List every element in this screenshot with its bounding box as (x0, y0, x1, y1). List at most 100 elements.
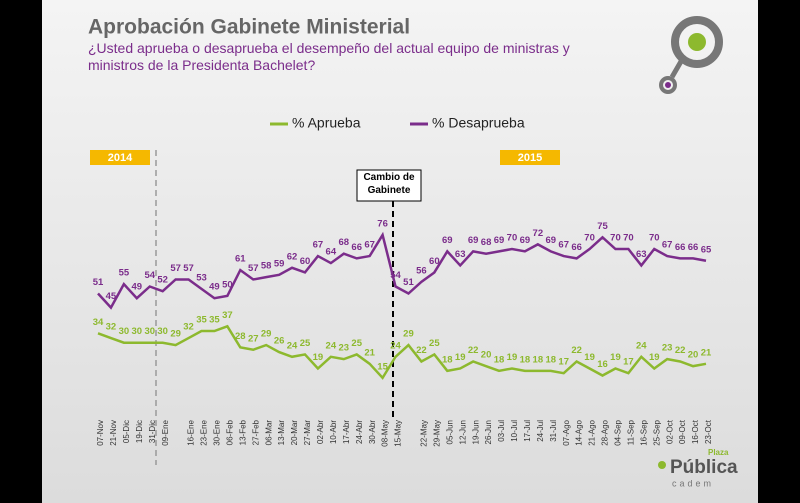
data-label: 23 (338, 343, 349, 354)
data-label: 19 (507, 352, 518, 363)
x-tick-label: 11-Sep (626, 419, 635, 445)
data-label: 70 (584, 233, 595, 244)
logo-dot (688, 33, 706, 51)
data-label: 18 (545, 354, 556, 365)
x-tick-label: 08-May (381, 420, 390, 447)
x-tick-label: 30-Ene (213, 419, 222, 445)
data-label: 57 (248, 263, 259, 274)
data-label: 67 (313, 240, 324, 251)
x-tick-label: 04-Sep (614, 419, 623, 445)
data-label: 19 (649, 352, 660, 363)
data-label: 60 (429, 256, 440, 267)
x-tick-label: 23-Oct (704, 419, 713, 444)
data-label: 69 (468, 235, 479, 246)
data-label: 30 (119, 326, 130, 337)
logo-top: Plaza (708, 448, 729, 457)
data-label: 29 (261, 329, 272, 340)
data-label: 68 (338, 237, 349, 248)
data-label: 59 (274, 258, 285, 269)
data-label: 32 (106, 322, 117, 333)
x-tick-label: 13-Mar (277, 420, 286, 446)
data-label: 18 (533, 354, 544, 365)
event-box (356, 169, 422, 202)
data-label: 51 (403, 277, 414, 288)
data-label: 37 (222, 310, 233, 321)
data-label: 24 (390, 340, 401, 351)
legend-label: % Desaprueba (432, 115, 525, 131)
footer-dot (658, 461, 666, 469)
data-label: 67 (662, 240, 673, 251)
x-tick-label: 13-Feb (238, 419, 247, 445)
year-label: 2014 (108, 152, 133, 164)
year-badge (90, 150, 150, 165)
x-tick-label: 14-Ago (575, 419, 584, 445)
x-tick-label: 20-Mar (290, 420, 299, 446)
year-label: 2015 (518, 152, 542, 164)
data-label: 28 (235, 331, 246, 342)
x-tick-label: 21-Ago (588, 419, 597, 445)
x-tick-label: 09-Ene (161, 419, 170, 445)
data-label: 19 (584, 352, 595, 363)
data-label: 18 (520, 354, 531, 365)
x-tick-label: 16-Oct (691, 419, 700, 444)
data-label: 69 (545, 235, 556, 246)
data-label: 24 (326, 340, 337, 351)
legend-label: % Aprueba (292, 115, 361, 131)
footer-logo: Plaza Pública cadem (658, 448, 738, 488)
x-tick-label: 16-Ene (187, 419, 196, 445)
data-label: 57 (170, 263, 181, 274)
x-tick-label: 12-Jun (458, 420, 467, 444)
data-label: 21 (701, 347, 712, 358)
data-label: 60 (300, 256, 311, 267)
x-tick-label: 22-May (420, 420, 429, 447)
x-tick-label: 07-Ago (562, 419, 571, 445)
data-label: 69 (442, 235, 453, 246)
x-tick-label: 23-Ene (200, 419, 209, 445)
x-tick-label: 26-Jun (484, 420, 493, 444)
data-label: 20 (481, 350, 492, 361)
data-label: 62 (287, 251, 298, 262)
data-label: 68 (481, 237, 492, 248)
x-tick-label: 27-Feb (251, 419, 260, 445)
data-label: 51 (93, 277, 104, 288)
data-label: 22 (571, 345, 582, 356)
x-tick-label: 05-Jun (445, 420, 454, 444)
event-label: Cambio de Gabinete (363, 172, 415, 196)
data-label: 57 (183, 263, 194, 274)
data-label: 16 (597, 359, 608, 370)
data-label: 70 (507, 233, 518, 244)
x-tick-label: 21-Nov (109, 420, 118, 446)
data-label: 25 (429, 338, 440, 349)
data-label: 19 (313, 352, 324, 363)
panel (42, 0, 758, 503)
data-label: 21 (364, 347, 375, 358)
data-label: 66 (675, 242, 686, 253)
data-label: 35 (209, 315, 220, 326)
logo-bottom: cadem (672, 478, 714, 488)
logo (659, 16, 723, 94)
data-label: 30 (157, 326, 168, 337)
data-label: 53 (196, 272, 207, 283)
x-tick-label: 31-Jul (549, 420, 558, 442)
x-tick-label: 24-Jul (536, 420, 545, 442)
data-label: 55 (119, 268, 130, 279)
logo-small-dot (665, 82, 671, 88)
logo-small-ring (659, 76, 677, 94)
x-tick-label: 27-Mar (303, 420, 312, 446)
x-tick-label: 03-Jul (497, 420, 506, 442)
data-label: 27 (248, 333, 259, 344)
data-label: 69 (520, 235, 531, 246)
data-label: 67 (364, 240, 375, 251)
data-label: 66 (571, 242, 582, 253)
data-label: 30 (132, 326, 143, 337)
x-tick-label: 25-Sep (652, 419, 661, 445)
data-label: 56 (416, 265, 427, 276)
data-label: 22 (675, 345, 686, 356)
data-label: 18 (442, 354, 453, 365)
data-label: 17 (558, 357, 569, 368)
x-tick-label: 02-Abr (316, 420, 325, 444)
x-tick-label: 24-Abr (355, 420, 364, 444)
data-label: 70 (649, 233, 660, 244)
x-tick-label: 31-Dic (148, 420, 157, 443)
